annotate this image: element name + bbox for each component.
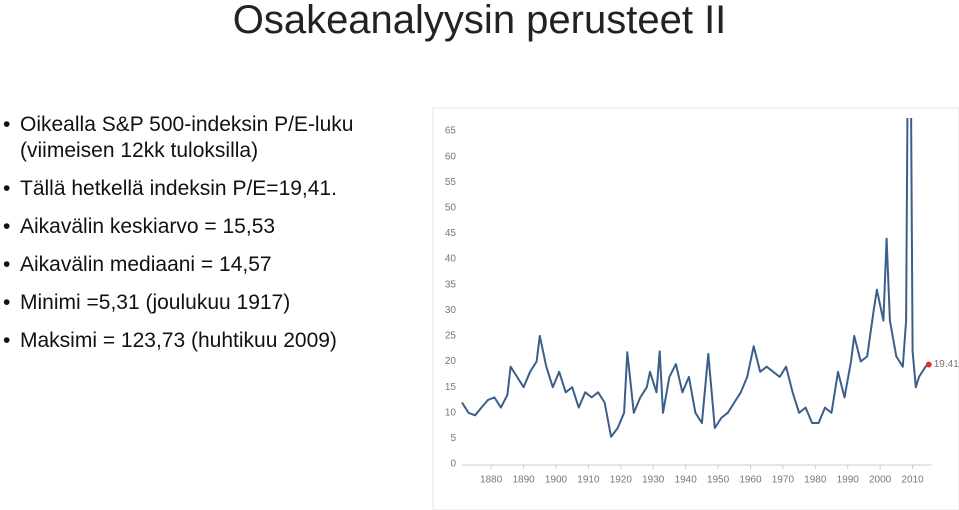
- x-tick-label: 1980: [804, 475, 827, 486]
- current-value-label: 19.41: [934, 359, 959, 370]
- x-tick-label: 1910: [577, 475, 600, 486]
- x-tick-label: 1940: [675, 475, 698, 486]
- x-tick-label: 2000: [869, 475, 892, 486]
- x-tick-label: 2010: [901, 475, 924, 486]
- x-tick-label: 1950: [707, 475, 730, 486]
- current-point: [925, 361, 932, 368]
- y-tick-label: 20: [445, 356, 457, 367]
- x-tick-label: 1970: [772, 475, 795, 486]
- bullet-list: Oikealla S&P 500-indeksin P/E-luku (viim…: [0, 112, 440, 366]
- x-tick-label: 1990: [837, 475, 860, 486]
- bullet: Tällä hetkellä indeksin P/E=19,41.: [3, 176, 440, 202]
- bullet: Aikavälin mediaani = 14,57: [3, 252, 440, 278]
- y-tick-label: 30: [445, 305, 457, 316]
- x-tick-label: 1930: [642, 475, 665, 486]
- pe-line: [461, 118, 930, 438]
- y-tick-label: 55: [445, 177, 457, 188]
- bullet: Aikavälin keskiarvo = 15,53: [3, 214, 440, 240]
- y-tick-label: 10: [445, 407, 457, 418]
- bullet: Minimi =5,31 (joulukuu 1917): [3, 290, 440, 316]
- y-tick-label: 65: [445, 126, 457, 137]
- x-tick-label: 1900: [545, 475, 568, 486]
- y-tick-label: 25: [445, 331, 457, 342]
- slide-title: Osakeanalyysin perusteet II: [232, 0, 727, 42]
- x-tick-label: 1890: [512, 475, 535, 486]
- y-tick-label: 50: [445, 202, 457, 213]
- y-tick-label: 15: [445, 382, 457, 393]
- chart-panel: [432, 107, 959, 510]
- x-tick-label: 1960: [739, 475, 762, 486]
- y-tick-label: 45: [445, 228, 457, 239]
- y-tick-label: 5: [450, 433, 456, 444]
- y-tick-label: 40: [445, 254, 457, 265]
- y-tick-label: 35: [445, 279, 457, 290]
- bullet: Maksimi = 123,73 (huhtikuu 2009): [3, 328, 440, 354]
- y-tick-label: 60: [445, 151, 457, 162]
- bullet: Oikealla S&P 500-indeksin P/E-luku (viim…: [3, 112, 380, 164]
- y-tick-label: 0: [450, 459, 456, 470]
- x-tick-label: 1880: [480, 475, 503, 486]
- x-tick-label: 1920: [610, 475, 633, 486]
